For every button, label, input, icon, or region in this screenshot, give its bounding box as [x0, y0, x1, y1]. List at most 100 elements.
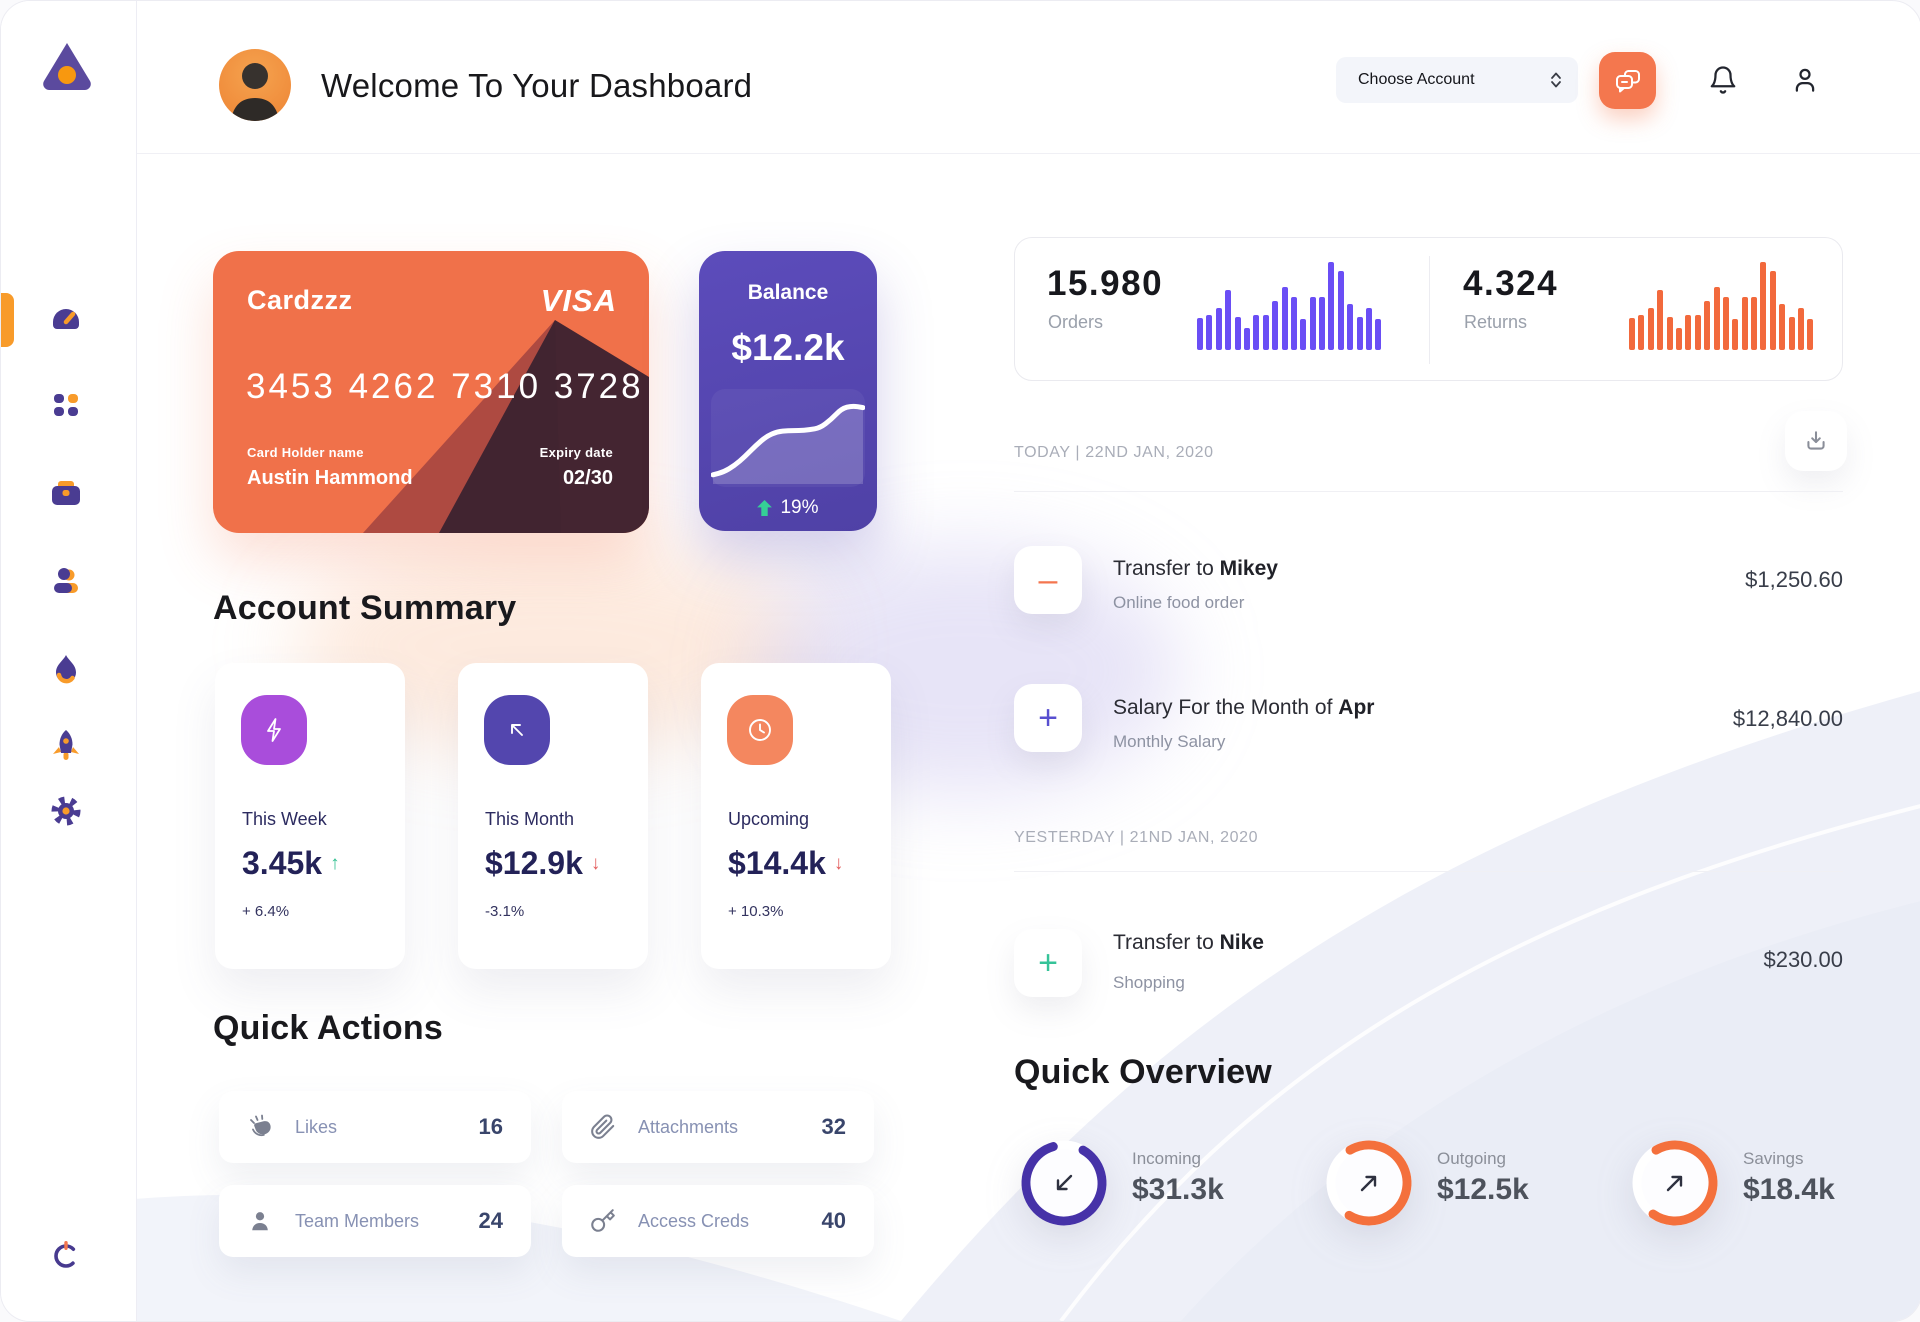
- quick-action-team-members[interactable]: Team Members 24: [219, 1185, 531, 1257]
- wallet-card: Cardzzz VISA 3453 4262 7310 3728 Card Ho…: [213, 251, 649, 533]
- quick-action-label: Team Members: [295, 1210, 420, 1231]
- summary-label: Upcoming: [728, 809, 810, 829]
- transaction-amount: $1,250.60: [1745, 567, 1843, 592]
- summary-card-this-month: This Month $12.9k ↓ -3.1%: [458, 663, 648, 969]
- transaction-title: Transfer to Nike: [1113, 931, 1264, 954]
- transaction-subtitle: Online food order: [1113, 593, 1245, 612]
- arrow-up-right-icon: [1666, 1175, 1683, 1192]
- bell-icon: [1710, 66, 1736, 94]
- balance-title: Balance: [747, 281, 829, 304]
- outgoing-value: $12.5k: [1437, 1173, 1529, 1206]
- summary-value: $12.9k ↓: [485, 845, 601, 881]
- arrow-up-right-icon: [1360, 1175, 1377, 1192]
- balance-sparkline-line: [710, 403, 866, 478]
- apps-grid-icon: [54, 394, 78, 416]
- savings-value: $18.4k: [1743, 1173, 1835, 1206]
- outgoing-ring: [1323, 1137, 1415, 1229]
- balance-up-arrow-icon: [757, 500, 773, 516]
- sidebar-item-members[interactable]: [44, 559, 88, 603]
- balance-value: $12.2k: [731, 327, 845, 368]
- quick-action-count: 24: [478, 1208, 503, 1233]
- gear-icon: [51, 796, 81, 826]
- balance-change-value: 19%: [780, 497, 819, 518]
- quick-action-count: 40: [821, 1208, 846, 1233]
- arrow-down-left-icon: [1056, 1174, 1073, 1191]
- card-holder-label: Card Holder name: [247, 445, 364, 460]
- incoming-value: $31.3k: [1132, 1173, 1224, 1206]
- sidebar-item-trending[interactable]: [44, 647, 88, 691]
- quick-action-likes[interactable]: Likes 16: [219, 1091, 531, 1163]
- users-icon: [54, 568, 78, 593]
- orders-label: Orders: [1048, 312, 1104, 332]
- page-title: Welcome To Your Dashboard: [321, 67, 753, 104]
- balance-change: 19%: [699, 497, 877, 519]
- profile-button[interactable]: [1788, 63, 1822, 97]
- summary-icon-box: [241, 695, 307, 765]
- trend-up-icon: ↑: [330, 852, 340, 874]
- quick-action-count: 16: [478, 1114, 503, 1139]
- quick-action-attachments[interactable]: Attachments 32: [562, 1091, 874, 1163]
- card-expiry-label: Expiry date: [539, 445, 613, 460]
- sidebar: [1, 1, 137, 1321]
- plus-icon: +: [1014, 684, 1082, 752]
- key-icon: [588, 1206, 618, 1236]
- summary-value: $14.4k ↓: [728, 845, 844, 881]
- card-holder-name: Austin Hammond: [247, 467, 413, 489]
- member-icon: [245, 1206, 275, 1236]
- active-nav-indicator: [1, 293, 14, 347]
- sidebar-item-portfolio[interactable]: [44, 471, 88, 515]
- transaction-amount: $230.00: [1763, 947, 1843, 972]
- quick-action-access-creds[interactable]: Access Creds 40: [562, 1185, 874, 1257]
- logout-button[interactable]: [44, 1232, 88, 1276]
- user-avatar[interactable]: [219, 49, 291, 121]
- arrow-up-left-icon: [511, 724, 523, 736]
- balance-card: Balance $12.2k 19%: [699, 251, 877, 531]
- trend-down-icon: ↓: [590, 852, 601, 874]
- clock-icon: [749, 719, 771, 741]
- card-name: Cardzzz: [247, 285, 353, 315]
- plus-icon: +: [1014, 929, 1082, 997]
- transaction-title: Transfer to Mikey: [1113, 557, 1278, 580]
- avatar-photo: [231, 63, 279, 121]
- returns-label: Returns: [1464, 312, 1528, 332]
- power-icon: [54, 1241, 78, 1268]
- yesterday-divider: [1014, 871, 1843, 872]
- summary-icon-box: [727, 695, 793, 765]
- transaction-amount: $12,840.00: [1732, 706, 1843, 731]
- card-expiry: 02/30: [562, 467, 613, 489]
- sidebar-item-boost[interactable]: [44, 723, 88, 767]
- messages-button[interactable]: [1599, 52, 1656, 109]
- account-select[interactable]: Choose Account: [1336, 57, 1578, 103]
- sidebar-item-dashboard[interactable]: [44, 295, 88, 339]
- yesterday-date-label: YESTERDAY | 21ND JAN, 2020: [1014, 829, 1259, 846]
- clap-icon: [245, 1112, 275, 1142]
- minus-icon: –: [1014, 546, 1082, 614]
- logo-icon: [43, 43, 91, 90]
- flame-icon: [56, 655, 76, 684]
- sidebar-item-settings[interactable]: [44, 789, 88, 833]
- notifications-button[interactable]: [1706, 63, 1740, 97]
- orders-minibar-chart: [1197, 262, 1382, 350]
- visa-logo: VISA: [540, 283, 617, 318]
- lightning-icon: [267, 718, 281, 742]
- quick-action-label: Attachments: [638, 1116, 739, 1137]
- chat-icon: [1615, 69, 1640, 92]
- balance-sparkline: [710, 389, 866, 487]
- paperclip-icon: [588, 1112, 618, 1142]
- download-icon: [1807, 431, 1825, 450]
- download-button[interactable]: [1785, 411, 1847, 471]
- account-select-label: Choose Account: [1358, 71, 1475, 88]
- balance-sparkline-area: [713, 406, 863, 484]
- quick-actions-heading: Quick Actions: [213, 1009, 443, 1047]
- today-date-label: TODAY | 22ND JAN, 2020: [1014, 444, 1214, 461]
- quick-action-label: Access Creds: [638, 1210, 750, 1231]
- transaction-title: Salary For the Month of Apr: [1113, 696, 1375, 719]
- transaction-subtitle: Monthly Salary: [1113, 732, 1226, 751]
- returns-minibar-chart: [1629, 262, 1814, 350]
- sidebar-item-apps[interactable]: [44, 383, 88, 427]
- trend-down-icon: ↓: [833, 852, 844, 874]
- summary-delta: -3.1%: [485, 903, 525, 920]
- stats-divider: [1429, 256, 1430, 364]
- rocket-icon: [53, 730, 79, 760]
